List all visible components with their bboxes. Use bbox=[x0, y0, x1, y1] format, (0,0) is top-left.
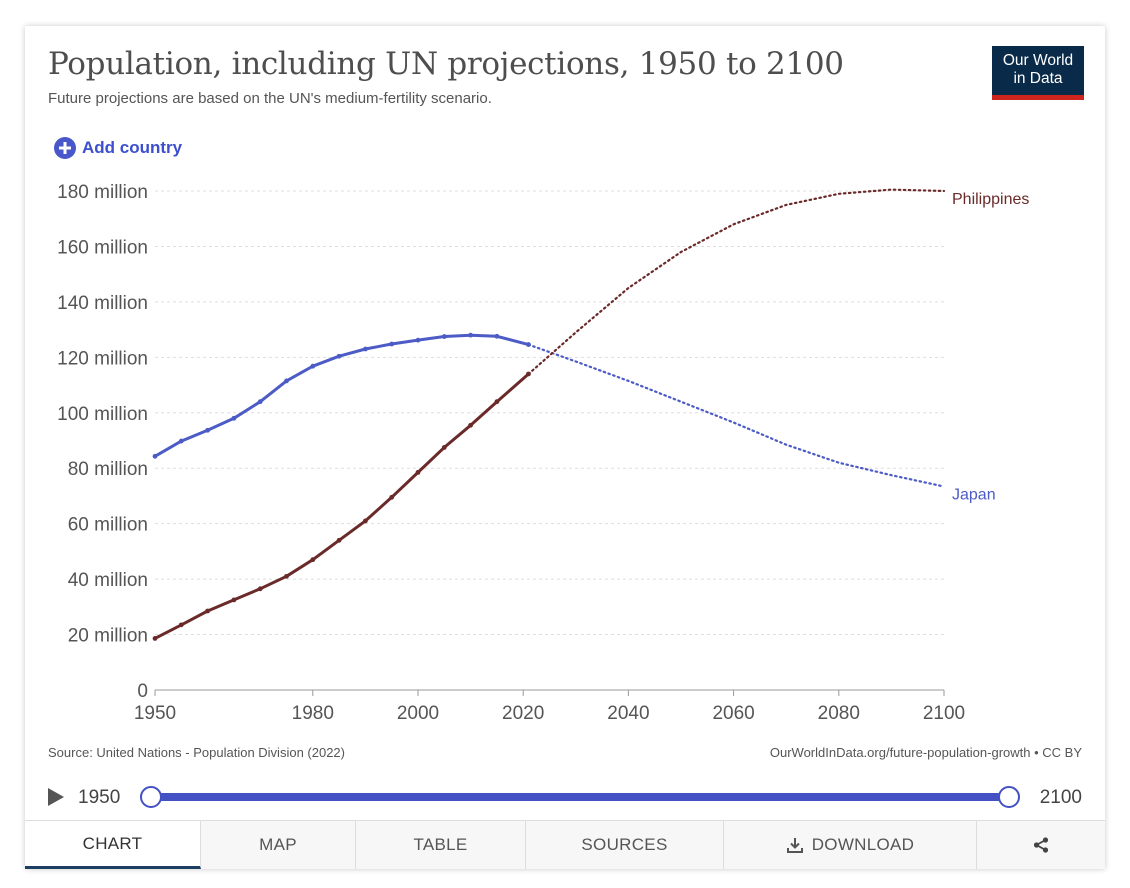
add-country-label: Add country bbox=[82, 138, 183, 157]
tab-table[interactable]: TABLE bbox=[356, 821, 526, 869]
data-point bbox=[468, 422, 473, 428]
y-tick-label: 120 million bbox=[57, 348, 148, 369]
data-point bbox=[152, 453, 158, 459]
data-point bbox=[284, 378, 289, 384]
data-point bbox=[231, 597, 237, 603]
download-icon bbox=[786, 838, 803, 853]
y-tick-label: 100 million bbox=[57, 404, 148, 425]
y-tick-label: 160 million bbox=[57, 237, 148, 258]
series-label-philippines: Philippines bbox=[952, 191, 1029, 208]
timeline-start-label: 1950 bbox=[78, 787, 121, 808]
tab-map[interactable]: MAP bbox=[201, 821, 356, 869]
data-point bbox=[310, 557, 316, 563]
logo-line-2: in Data bbox=[1013, 70, 1063, 87]
series-label-japan: Japan bbox=[952, 487, 996, 504]
timeline: 1950 2100 bbox=[48, 780, 1084, 814]
tab-map-label: MAP bbox=[259, 835, 297, 854]
tab-bar: CHART MAP TABLE SOURCES DOWNLOAD bbox=[25, 820, 1105, 869]
y-tick-label: 20 million bbox=[68, 626, 148, 647]
timeline-end-label: 2100 bbox=[1039, 787, 1082, 808]
data-point bbox=[205, 608, 211, 614]
data-point bbox=[257, 586, 263, 592]
data-point bbox=[494, 333, 500, 339]
y-tick-label: 40 million bbox=[68, 570, 148, 591]
timeline-track[interactable] bbox=[150, 793, 1010, 801]
data-point bbox=[363, 346, 368, 352]
timeline-end-handle[interactable] bbox=[998, 786, 1020, 808]
y-tick-label: 140 million bbox=[57, 293, 148, 314]
x-tick-label: 1950 bbox=[134, 703, 176, 724]
tab-table-label: TABLE bbox=[413, 835, 468, 854]
x-tick-label: 2100 bbox=[923, 703, 965, 724]
data-point bbox=[363, 518, 368, 524]
logo-bar bbox=[992, 95, 1084, 100]
data-point bbox=[284, 573, 289, 579]
data-point bbox=[415, 337, 421, 343]
data-point bbox=[205, 427, 211, 433]
x-tick-label: 2000 bbox=[397, 703, 439, 724]
timeline-start-handle[interactable] bbox=[140, 786, 162, 808]
x-tick-label: 2020 bbox=[502, 703, 544, 724]
data-point bbox=[441, 334, 447, 339]
tab-sources-label: SOURCES bbox=[581, 835, 668, 854]
share-icon bbox=[1033, 837, 1049, 853]
y-tick-label: 60 million bbox=[68, 515, 148, 536]
play-icon[interactable] bbox=[48, 788, 64, 806]
owid-logo[interactable]: Our World in Data bbox=[992, 46, 1084, 100]
data-point bbox=[441, 445, 447, 450]
x-tick-label: 2080 bbox=[818, 703, 860, 724]
x-tick-label: 2060 bbox=[712, 703, 754, 724]
series-projection-japan bbox=[527, 343, 946, 488]
data-point bbox=[178, 438, 184, 444]
plus-circle-icon bbox=[54, 137, 76, 159]
x-tick-label: 2040 bbox=[607, 703, 649, 724]
data-point bbox=[231, 415, 237, 421]
chart-subtitle: Future projections are based on the UN's… bbox=[48, 90, 492, 107]
series-line-japan bbox=[153, 333, 530, 458]
chart-title: Population, including UN projections, 19… bbox=[48, 46, 844, 82]
y-tick-label: 80 million bbox=[68, 459, 148, 480]
tab-chart-label: CHART bbox=[82, 833, 143, 853]
source-note[interactable]: Source: United Nations - Population Divi… bbox=[48, 745, 345, 760]
series-line-philippines bbox=[153, 372, 530, 640]
data-point bbox=[152, 636, 158, 641]
data-point bbox=[257, 399, 263, 405]
data-point bbox=[389, 341, 395, 347]
data-point bbox=[336, 537, 342, 543]
x-tick-label: 1980 bbox=[292, 703, 334, 724]
data-point bbox=[494, 399, 500, 405]
tab-chart[interactable]: CHART bbox=[25, 821, 201, 869]
credit-link[interactable]: OurWorldInData.org/future-population-gro… bbox=[769, 745, 1082, 760]
data-point bbox=[415, 469, 421, 475]
chart-card bbox=[25, 26, 1105, 869]
tab-sources[interactable]: SOURCES bbox=[526, 821, 724, 869]
data-point bbox=[526, 371, 531, 377]
logo-line-1: Our World bbox=[1002, 52, 1074, 69]
data-point bbox=[178, 622, 184, 628]
tab-download-label: DOWNLOAD bbox=[811, 835, 915, 854]
add-country-button[interactable]: Add country bbox=[54, 137, 182, 159]
series-projection-philippines bbox=[527, 188, 946, 376]
data-point bbox=[468, 332, 473, 338]
data-point bbox=[336, 353, 342, 359]
data-point bbox=[310, 363, 316, 369]
y-tick-label: 180 million bbox=[57, 182, 148, 203]
data-point bbox=[389, 494, 395, 500]
tab-share[interactable] bbox=[977, 821, 1105, 869]
data-point bbox=[526, 342, 531, 347]
tab-download[interactable]: DOWNLOAD bbox=[724, 821, 977, 869]
y-tick-label: 0 bbox=[137, 681, 148, 702]
